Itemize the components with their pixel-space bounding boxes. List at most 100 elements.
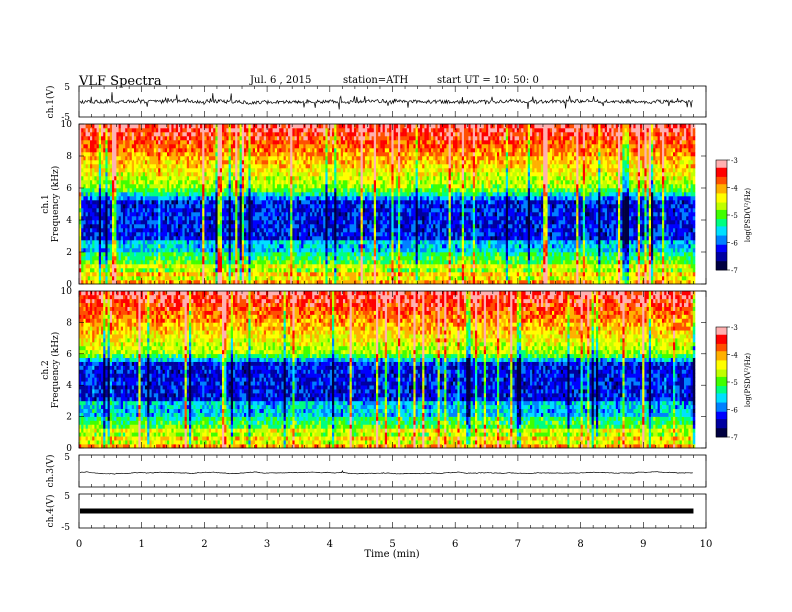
spectrogram-cell xyxy=(88,264,91,268)
spectrogram-cell xyxy=(81,188,84,192)
spectrogram-cell xyxy=(92,208,95,212)
spectrogram-cell xyxy=(88,144,91,148)
spectrogram-cell xyxy=(176,184,179,188)
spectrogram-cell xyxy=(132,152,135,156)
spectrogram-cell xyxy=(145,272,148,276)
spectrogram-cell xyxy=(156,236,159,240)
spectrogram-cell xyxy=(119,140,122,144)
spectrogram-cell xyxy=(114,228,117,232)
spectrogram-cell xyxy=(103,172,106,176)
spectrogram-cell xyxy=(154,276,157,280)
spectrogram-cell xyxy=(92,144,95,148)
spectrogram-cell xyxy=(105,232,108,236)
spectrogram-cell xyxy=(99,208,102,212)
spectrogram-cell xyxy=(81,148,84,152)
spectrogram-cell xyxy=(94,152,97,156)
spectrogram-cell xyxy=(90,128,93,132)
spectrogram-cell xyxy=(160,260,163,264)
spectrogram-cell xyxy=(169,236,172,240)
spectrogram-cell xyxy=(132,148,135,152)
spectrogram-cell xyxy=(156,156,159,160)
spectrogram-cell xyxy=(167,168,170,172)
spectrogram-cell xyxy=(152,204,155,208)
spectrogram-cell xyxy=(134,128,137,132)
spectrogram-cell xyxy=(97,232,100,236)
spectrogram-cell xyxy=(103,228,106,232)
spectrogram-cell xyxy=(88,196,91,200)
spectrogram-cell xyxy=(141,144,144,148)
spectrogram-cell xyxy=(116,148,119,152)
spectrogram-cell xyxy=(138,176,141,180)
spectrogram-cell xyxy=(119,228,122,232)
spectrogram-cell xyxy=(121,144,124,148)
spectrogram-cell xyxy=(121,224,124,228)
spectrogram-cell xyxy=(90,224,93,228)
spectrogram-cell xyxy=(114,244,117,248)
spectrogram-cell xyxy=(158,236,161,240)
spectrogram-cell xyxy=(83,188,86,192)
spectrogram-cell xyxy=(147,188,150,192)
spectrogram-cell xyxy=(156,272,159,276)
spectrogram-cell xyxy=(114,252,117,256)
spectrogram-cell xyxy=(149,136,152,140)
spectrogram-cell xyxy=(160,208,163,212)
spectrogram-cell xyxy=(152,184,155,188)
spectrogram-cell xyxy=(94,172,97,176)
spectrogram-cell xyxy=(103,152,106,156)
spectrogram-cell xyxy=(127,216,129,220)
spectrogram-cell xyxy=(167,172,170,176)
spectrogram-cell xyxy=(158,152,161,156)
spectrogram-cell xyxy=(149,240,152,244)
spectrogram-cell xyxy=(81,152,84,156)
spectrogram-cell xyxy=(90,140,93,144)
spectrogram-cell xyxy=(143,264,146,268)
spectrogram-cell xyxy=(121,168,124,172)
spectrogram-cell xyxy=(119,256,122,260)
spectrogram-cell xyxy=(134,188,137,192)
spectrogram-cell xyxy=(136,244,139,248)
spectrogram-cell xyxy=(90,248,93,252)
spectrogram-cell xyxy=(145,204,148,208)
spectrogram-cell xyxy=(147,136,150,140)
spectrogram-cell xyxy=(105,140,108,144)
spectrogram-cell xyxy=(169,272,172,276)
spectrogram-cell xyxy=(116,160,119,164)
spectrogram-cell xyxy=(147,264,150,268)
spectrogram-cell xyxy=(149,228,152,232)
spectrogram-cell xyxy=(169,276,172,280)
spectrogram-cell xyxy=(86,152,89,156)
spectrogram-cell xyxy=(121,156,124,160)
spectrogram-cell xyxy=(147,160,150,164)
spectrogram-cell xyxy=(83,272,86,276)
spectrogram-cell xyxy=(105,148,108,152)
spectrogram-cell xyxy=(180,248,183,252)
spectrogram-cell xyxy=(132,168,135,172)
spectrogram-cell xyxy=(149,236,152,240)
spectrogram-cell xyxy=(105,256,108,260)
spectrogram-cell xyxy=(138,256,141,260)
spectrogram-cell xyxy=(103,200,106,204)
spectrogram-cell xyxy=(127,256,129,260)
spectrogram-cell xyxy=(167,244,170,248)
spectrogram-cell xyxy=(178,240,181,244)
spectrogram-cell xyxy=(105,160,108,164)
spectrogram-cell xyxy=(132,240,135,244)
spectrogram-cell xyxy=(149,212,152,216)
spectrogram-cell xyxy=(119,232,122,236)
spectrogram-cell xyxy=(141,224,144,228)
spectrogram-cell xyxy=(92,212,95,216)
spectrogram-cell xyxy=(156,132,159,136)
spectrogram-cell xyxy=(97,192,100,196)
spectrogram-cell xyxy=(152,228,155,232)
spectrogram-cell xyxy=(132,124,135,128)
spectrogram-cell xyxy=(160,252,163,256)
spectrogram-cell xyxy=(130,224,133,228)
spectrogram-cell xyxy=(114,216,117,220)
spectrogram-cell xyxy=(152,276,155,280)
spectrogram-cell xyxy=(88,260,91,264)
spectrogram-cell xyxy=(116,252,119,256)
spectrogram-cell xyxy=(103,168,106,172)
spectrogram-cell xyxy=(116,232,119,236)
spectrogram-cell xyxy=(97,200,100,204)
spectrogram-cell xyxy=(167,192,170,196)
